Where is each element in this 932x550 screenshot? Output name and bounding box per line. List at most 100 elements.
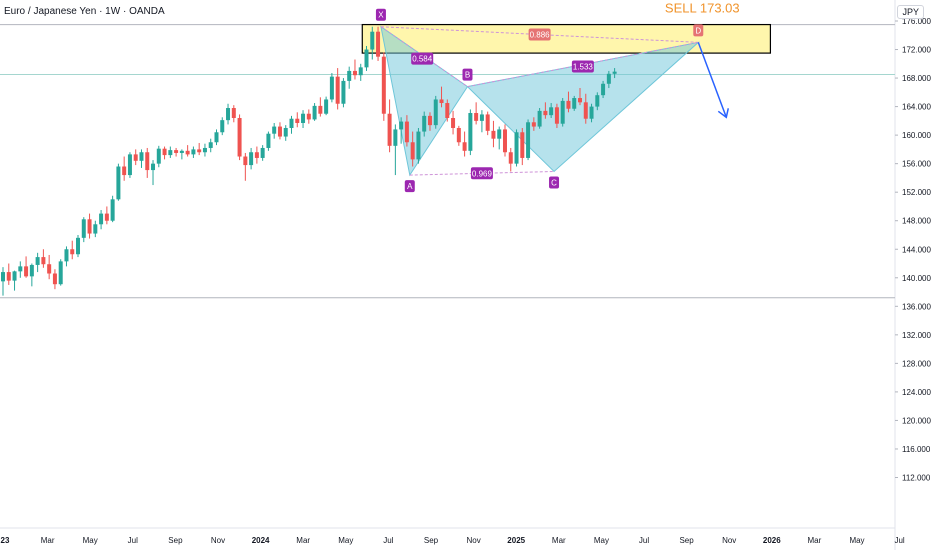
candle-body xyxy=(29,264,34,277)
candle-body xyxy=(537,110,542,127)
candle-body xyxy=(185,150,190,155)
candle-body xyxy=(583,102,588,119)
candle xyxy=(133,149,138,166)
x-tick-label: May xyxy=(338,536,353,545)
candle-body xyxy=(122,166,127,176)
candle-body xyxy=(589,106,594,119)
x-tick-label: Nov xyxy=(211,536,225,545)
candle xyxy=(399,117,404,144)
candle xyxy=(341,78,346,108)
candle-body xyxy=(139,152,144,161)
candle-body xyxy=(387,113,392,146)
candle xyxy=(6,263,11,285)
candle xyxy=(318,97,323,117)
chart-grid xyxy=(0,0,896,550)
candle-body xyxy=(612,71,617,74)
candle xyxy=(64,246,69,267)
candle xyxy=(479,110,484,133)
candle-body xyxy=(237,118,242,157)
candle xyxy=(439,86,444,108)
candle xyxy=(497,126,502,150)
candle-body xyxy=(87,219,92,234)
candle-body xyxy=(352,70,357,76)
y-tick-label: 112.000 xyxy=(902,474,931,483)
candle-body xyxy=(231,108,236,119)
price-axis[interactable]: 112.000 116.000 120.000 124.000 128.000 132.0… xyxy=(895,17,931,483)
candle-body xyxy=(445,103,450,119)
candle xyxy=(514,129,519,167)
candle xyxy=(364,45,369,71)
candle xyxy=(47,254,52,280)
candle-body xyxy=(531,122,536,127)
candle xyxy=(387,99,392,153)
candle-body xyxy=(208,142,213,148)
candle xyxy=(601,80,606,99)
candle xyxy=(24,256,29,278)
horizontal-levels xyxy=(0,24,895,299)
candle xyxy=(347,66,352,89)
candle-body xyxy=(502,129,507,153)
candle-body xyxy=(52,273,57,285)
candle xyxy=(543,102,548,119)
candle xyxy=(404,115,409,147)
candle xyxy=(456,125,461,146)
candle-body xyxy=(301,113,306,123)
candle xyxy=(583,93,588,124)
currency-badge[interactable]: JPY xyxy=(897,5,924,19)
candle-body xyxy=(47,264,52,274)
candle xyxy=(554,103,559,128)
candle xyxy=(99,210,104,230)
candle-body xyxy=(595,95,600,107)
candle-body xyxy=(214,132,219,143)
pattern-labels: X A B C D 0.886 0.584 1.533 0.969 SELL 173.03 xyxy=(375,1,740,193)
candle xyxy=(81,217,86,243)
point-badge-x xyxy=(375,8,386,21)
candle xyxy=(145,147,150,178)
candle xyxy=(174,147,179,157)
candle xyxy=(433,95,438,129)
candle xyxy=(491,120,496,148)
time-axis[interactable]: 23 Mar May Jul Sep Nov 2024 Mar May Jul Sep Nov 2025… xyxy=(1,536,905,545)
candle-body xyxy=(491,130,496,139)
y-tick-label: 140.000 xyxy=(902,274,931,283)
candle-body xyxy=(364,49,369,68)
candle xyxy=(312,103,317,121)
candle-body xyxy=(514,132,519,164)
candle xyxy=(301,110,306,128)
candle-body xyxy=(485,114,490,131)
candle-body xyxy=(335,76,340,104)
candle-body xyxy=(249,152,254,166)
candle-body xyxy=(93,224,98,234)
candle-body xyxy=(168,150,173,156)
candle xyxy=(254,146,259,164)
candle-body xyxy=(272,126,277,134)
candle-body xyxy=(24,266,29,277)
candle-body xyxy=(324,99,329,114)
candle-body xyxy=(145,152,150,171)
candle-body xyxy=(127,154,132,176)
x-tick-label: May xyxy=(594,536,609,545)
candle xyxy=(329,73,334,103)
candle xyxy=(370,26,375,60)
candle-body xyxy=(497,129,502,139)
candle xyxy=(474,102,479,125)
candle xyxy=(381,52,386,121)
y-tick-label: 152.000 xyxy=(902,188,931,197)
point-badge-b xyxy=(462,68,473,81)
candle-body xyxy=(306,113,311,120)
candle-body xyxy=(64,249,69,262)
candle xyxy=(612,68,617,79)
candle-body xyxy=(422,115,427,132)
candle xyxy=(306,109,311,124)
candle-body xyxy=(260,147,265,158)
ratio-badge xyxy=(411,52,434,65)
candle-body xyxy=(474,113,479,121)
candle-body xyxy=(560,100,565,124)
candle xyxy=(151,160,156,186)
candle-body xyxy=(341,80,346,104)
candle-body xyxy=(70,249,75,255)
ratio-label: 0.584 xyxy=(412,55,433,64)
candle-body xyxy=(566,100,571,109)
candle-body xyxy=(18,266,23,272)
